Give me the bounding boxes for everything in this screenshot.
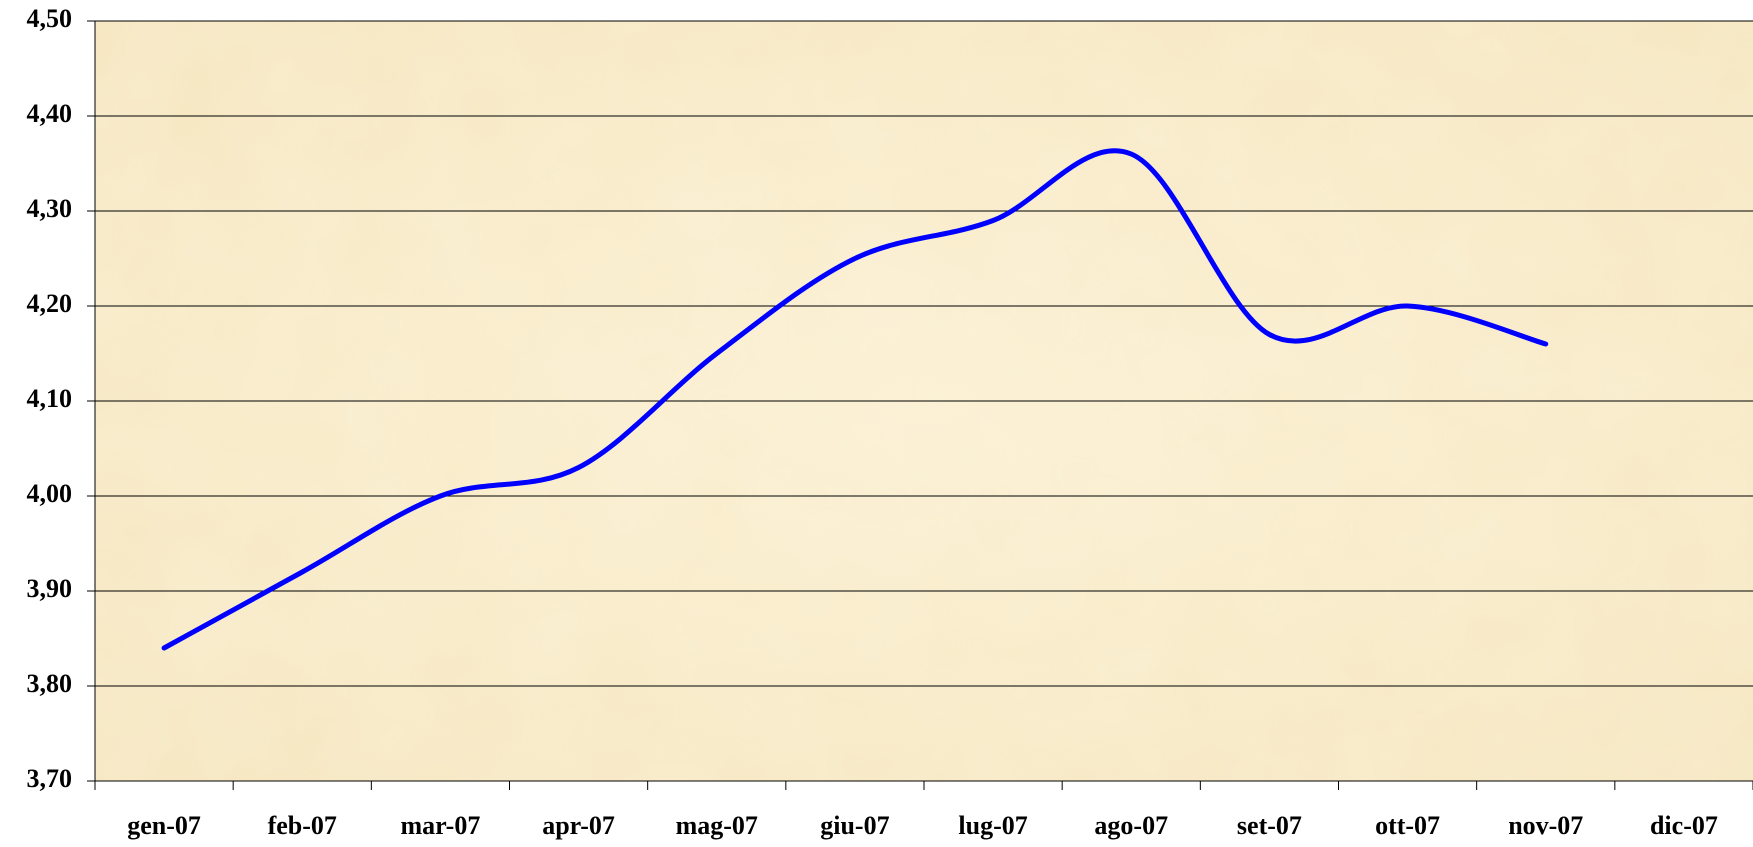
y-tick-label: 3,70 xyxy=(27,764,73,793)
x-tick-label: mag-07 xyxy=(676,811,758,840)
y-tick-label: 3,80 xyxy=(27,669,73,698)
x-tick-label: ott-07 xyxy=(1375,811,1440,840)
x-tick-label: mar-07 xyxy=(400,811,480,840)
x-tick-label: nov-07 xyxy=(1508,811,1583,840)
y-tick-label: 4,30 xyxy=(27,194,73,223)
x-tick-label: giu-07 xyxy=(820,811,889,840)
x-tick-label: gen-07 xyxy=(127,811,201,840)
data-line xyxy=(161,148,1549,651)
y-tick-label: 4,20 xyxy=(27,289,73,318)
x-tick-label: apr-07 xyxy=(542,811,615,840)
x-tick-label: ago-07 xyxy=(1094,811,1168,840)
x-tick-label: feb-07 xyxy=(268,811,337,840)
x-tick-label: set-07 xyxy=(1237,811,1302,840)
y-tick-label: 4,50 xyxy=(27,4,73,33)
x-tick-label: lug-07 xyxy=(958,811,1027,840)
y-tick-label: 3,90 xyxy=(27,574,73,603)
y-tick-label: 4,00 xyxy=(27,479,73,508)
x-tick-label: dic-07 xyxy=(1650,811,1718,840)
y-tick-label: 4,10 xyxy=(27,384,73,413)
y-tick-label: 4,40 xyxy=(27,99,73,128)
